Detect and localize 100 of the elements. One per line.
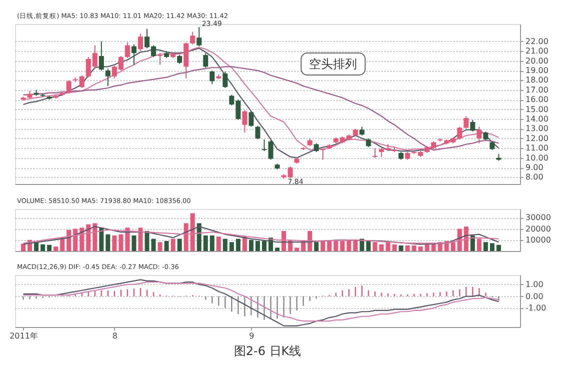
bar	[73, 228, 78, 251]
bar	[222, 238, 228, 251]
y-tick-label: 16.00	[526, 95, 548, 104]
bar	[170, 238, 176, 251]
candlestick	[196, 26, 202, 47]
y-tick-label: 1.00	[526, 280, 544, 289]
candlestick	[457, 126, 462, 140]
bar	[320, 241, 326, 251]
bar	[496, 244, 501, 251]
bar	[398, 245, 404, 251]
y-tick-label: 11.00	[526, 144, 548, 153]
bar	[327, 241, 332, 251]
y-tick-label: 17.00	[526, 85, 548, 94]
bar	[99, 228, 104, 251]
bar	[340, 241, 345, 251]
candlestick	[262, 138, 267, 152]
candlestick	[66, 80, 72, 94]
x-tick-label: 2011年	[10, 332, 38, 340]
bar	[294, 248, 300, 251]
bar	[125, 228, 130, 251]
y-tick-label: 13.00	[526, 124, 548, 134]
bar	[464, 226, 468, 251]
bar	[301, 241, 306, 251]
bar	[450, 242, 456, 251]
bar	[86, 224, 91, 251]
candlestick	[242, 110, 248, 134]
bar	[386, 242, 390, 251]
bar	[372, 242, 378, 251]
candlestick	[138, 33, 143, 52]
bar	[346, 240, 352, 251]
y-tick-label: -1.00	[526, 304, 546, 313]
bar	[314, 242, 319, 251]
bar	[229, 242, 234, 251]
bar	[203, 235, 208, 251]
text: 图2-6 日K线	[234, 344, 302, 358]
bar	[118, 234, 124, 251]
annotation: 空头排列	[309, 57, 358, 71]
bar	[476, 238, 482, 251]
bar	[92, 223, 98, 251]
bar	[353, 240, 358, 251]
bar	[334, 240, 338, 251]
bar	[40, 244, 46, 251]
bar	[112, 235, 117, 251]
bar	[21, 244, 26, 251]
candlestick	[190, 31, 196, 45]
y-tick-label: 8.00	[526, 172, 544, 182]
bar	[196, 223, 202, 251]
bar	[470, 235, 475, 251]
candlestick	[464, 116, 469, 130]
y-tick-label: 20.00	[526, 56, 548, 66]
candlestick	[210, 70, 215, 85]
line-series	[22, 229, 500, 244]
bar	[275, 248, 280, 251]
bar	[242, 236, 247, 251]
candlestick	[203, 52, 208, 68]
bar	[210, 235, 214, 251]
bar	[255, 241, 260, 251]
y-tick-label: 0.00	[526, 292, 544, 301]
candlestick	[268, 140, 274, 160]
y-tick-label: 10.00	[526, 153, 548, 162]
bar	[424, 244, 430, 251]
bar	[412, 245, 416, 251]
candlestick	[255, 125, 260, 140]
bar	[144, 231, 150, 251]
candlestick	[476, 126, 482, 144]
candlestick	[470, 120, 476, 132]
bar	[158, 242, 162, 251]
bar	[164, 241, 169, 251]
candlestick	[158, 52, 163, 66]
candlestick	[372, 148, 378, 158]
y-tick-label: 21.00	[526, 46, 548, 56]
bar	[151, 238, 156, 251]
bar	[216, 236, 221, 251]
candlestick	[320, 148, 326, 160]
x-tick-label: 9	[249, 332, 254, 340]
y-tick-label: 18.00	[526, 76, 548, 85]
bar	[47, 244, 52, 251]
candlestick	[131, 44, 136, 66]
candlestick	[98, 40, 104, 72]
y-tick-label: 22.00	[526, 36, 548, 46]
bar	[490, 243, 494, 251]
y-tick-label: 10000	[526, 235, 551, 244]
candlestick	[222, 71, 228, 88]
bar	[132, 235, 136, 251]
bar	[54, 246, 58, 251]
bar	[106, 234, 110, 251]
bar	[184, 223, 188, 251]
bar	[405, 245, 410, 251]
y-tick-label: 30000	[526, 213, 551, 222]
bar	[236, 238, 240, 251]
bar	[483, 242, 488, 251]
x-tick-label: 8	[112, 332, 118, 340]
y-tick-label: 20000	[526, 224, 551, 234]
bar	[392, 244, 397, 251]
bar	[248, 240, 254, 251]
candlestick	[248, 110, 254, 128]
bar	[138, 228, 143, 251]
bar	[379, 244, 384, 251]
y-tick-label: 12.00	[526, 134, 548, 143]
y-tick-label: 14.00	[526, 114, 548, 124]
